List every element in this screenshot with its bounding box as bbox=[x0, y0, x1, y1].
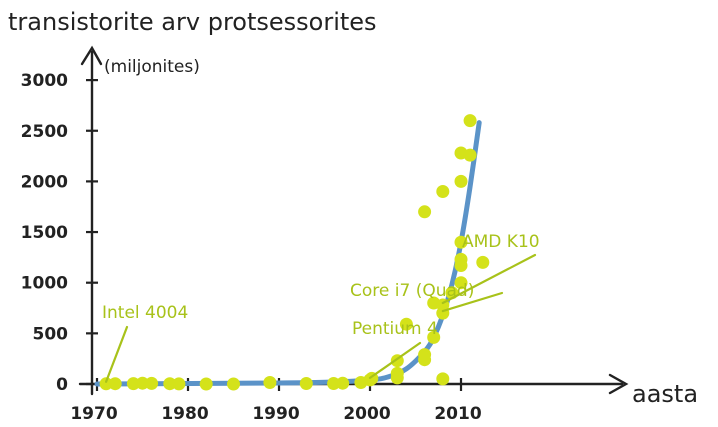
annotation-label: Intel 4004 bbox=[102, 303, 188, 323]
y-tick-label: 2500 bbox=[21, 122, 68, 142]
data-point bbox=[145, 376, 159, 390]
data-point bbox=[263, 376, 277, 389]
data-point bbox=[199, 377, 213, 391]
data-point bbox=[463, 148, 477, 162]
x-tick-label: 2000 bbox=[343, 404, 390, 424]
data-point bbox=[454, 252, 468, 266]
y-tick-label: 3000 bbox=[21, 71, 68, 91]
x-axis-arrowhead bbox=[608, 373, 629, 395]
data-point bbox=[436, 185, 450, 198]
annotation-label: Pentium 4 bbox=[352, 319, 438, 339]
data-point bbox=[126, 377, 140, 391]
x-axis-label: aasta bbox=[632, 380, 698, 408]
trend-line bbox=[94, 120, 482, 387]
y-tick-label: 1500 bbox=[21, 223, 68, 243]
chart-title: transistorite arv protsessorites bbox=[8, 8, 377, 36]
data-point bbox=[108, 377, 122, 391]
data-point bbox=[399, 317, 413, 331]
y-axis-arrowhead bbox=[80, 45, 103, 66]
y-tick-label: 1000 bbox=[21, 274, 68, 294]
x-tick-label: 2010 bbox=[434, 404, 481, 424]
data-point bbox=[427, 330, 441, 344]
x-tick-label: 1970 bbox=[70, 404, 117, 424]
data-point bbox=[163, 377, 177, 391]
y-axis-ticks: 0 500 1000 1500 2000 2500 3000 bbox=[21, 71, 98, 395]
data-point bbox=[327, 377, 341, 390]
y-tick-label: 0 bbox=[56, 375, 68, 395]
data-point bbox=[418, 205, 432, 219]
data-point bbox=[336, 376, 350, 390]
data-point bbox=[454, 276, 468, 290]
annotations: Intel 4004 Pentium 4 Core i7 (Quad) AMD K10 bbox=[102, 232, 540, 383]
data-point bbox=[299, 377, 313, 390]
x-tick-label: 1980 bbox=[161, 404, 208, 424]
annotation-label: Core i7 (Quad) bbox=[350, 281, 474, 301]
annotation-leader bbox=[441, 253, 537, 305]
y-tick-label: 2000 bbox=[21, 172, 68, 192]
x-tick-label: 1990 bbox=[252, 404, 299, 424]
data-point bbox=[227, 377, 240, 391]
data-point bbox=[476, 255, 490, 269]
annotation-label: AMD K10 bbox=[462, 232, 540, 252]
x-axis-ticks: 1970 1980 1990 2000 2010 bbox=[70, 378, 482, 424]
data-point bbox=[418, 348, 432, 362]
trend-layer bbox=[94, 120, 482, 387]
data-point bbox=[463, 114, 477, 128]
data-point bbox=[99, 377, 113, 391]
y-axis-label: (miljonites) bbox=[104, 57, 200, 77]
data-points bbox=[99, 114, 490, 391]
data-point bbox=[454, 174, 468, 188]
data-point bbox=[390, 366, 404, 380]
annotation-leader bbox=[104, 325, 129, 383]
data-point bbox=[454, 235, 468, 249]
annotation-leader bbox=[441, 291, 504, 313]
data-point bbox=[172, 377, 186, 391]
data-point bbox=[436, 372, 450, 386]
data-point bbox=[136, 376, 149, 390]
y-tick-label: 500 bbox=[33, 324, 69, 344]
annotation-leader bbox=[368, 341, 422, 379]
